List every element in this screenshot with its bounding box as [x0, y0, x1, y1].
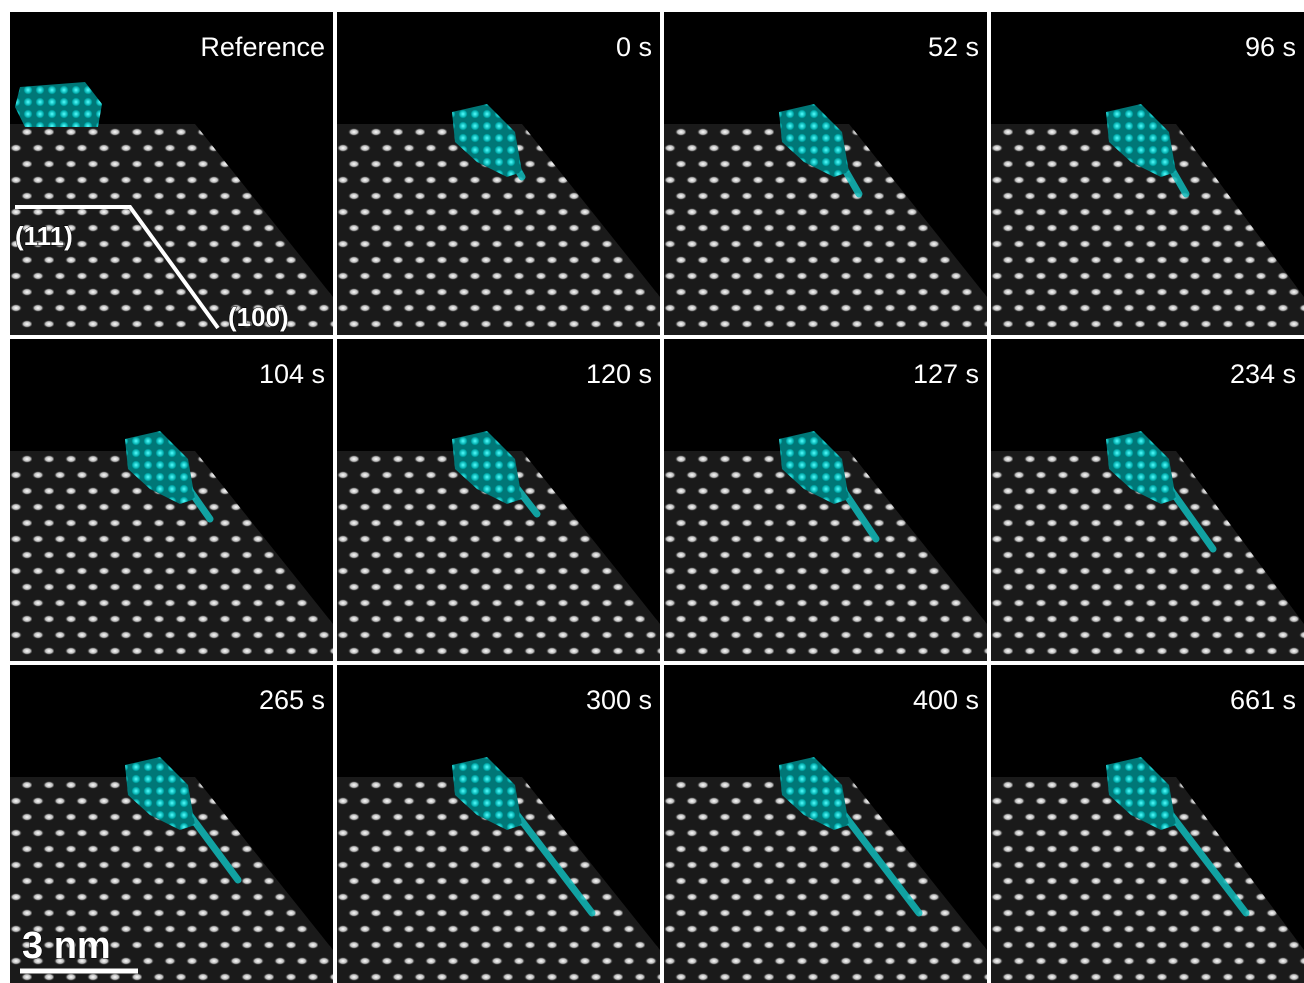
panel-image [10, 12, 333, 335]
facet-label: (100) [228, 302, 289, 332]
cluster [779, 757, 849, 830]
cluster [452, 757, 522, 830]
cluster [452, 104, 522, 177]
frame-label: Reference [200, 32, 325, 62]
frame-label: 300 s [586, 685, 652, 715]
panel: 127 s [664, 339, 987, 661]
panel: 234 s [991, 339, 1304, 661]
frame-label: 0 s [616, 32, 652, 62]
facet-line [15, 205, 220, 330]
frame-label: 52 s [928, 32, 979, 62]
panel: 661 s [991, 665, 1304, 983]
frame-label: 234 s [1230, 359, 1296, 389]
cluster [1106, 431, 1176, 504]
scale-bar-label: 3 nm [22, 925, 111, 967]
frame-label: 96 s [1245, 32, 1296, 62]
crystal-lattice [991, 124, 1304, 335]
frame-label: 661 s [1230, 685, 1296, 715]
crystal-lattice [664, 124, 987, 335]
panel-image [10, 339, 333, 661]
cluster [125, 431, 195, 504]
cluster [15, 82, 102, 127]
panel: 96 s [991, 12, 1304, 335]
panel: 0 s [337, 12, 660, 335]
cluster [779, 104, 849, 177]
crystal-lattice [991, 777, 1304, 983]
cluster [1106, 104, 1176, 177]
panel-image [664, 12, 987, 335]
panel-image [10, 665, 333, 983]
crystal-lattice [10, 451, 333, 661]
panel-image [337, 339, 660, 661]
crystal-lattice [337, 451, 660, 661]
panel-grid: Reference 0 s 52 s 96 s 104 s 120 s 127 s 234 s… [10, 12, 1304, 983]
panel: Reference [10, 12, 333, 335]
frame-label: 265 s [259, 685, 325, 715]
frame-label: 120 s [586, 359, 652, 389]
frame-label: 127 s [913, 359, 979, 389]
panel: 104 s [10, 339, 333, 661]
crystal-lattice [664, 777, 987, 983]
panel: 265 s [10, 665, 333, 983]
panel: 300 s [337, 665, 660, 983]
cluster [1106, 757, 1176, 830]
panel-image [991, 665, 1304, 983]
panel-image [337, 665, 660, 983]
crystal-lattice [10, 124, 333, 335]
crystal-lattice [337, 124, 660, 335]
panel: 120 s [337, 339, 660, 661]
crystal-lattice [664, 451, 987, 661]
crystal-lattice [10, 777, 333, 983]
panel: 52 s [664, 12, 987, 335]
panel: 400 s [664, 665, 987, 983]
crystal-lattice [337, 777, 660, 983]
panel-image [664, 665, 987, 983]
crystal-lattice [991, 451, 1304, 661]
frame-label: 104 s [259, 359, 325, 389]
panel-image [664, 339, 987, 661]
frame-label: 400 s [913, 685, 979, 715]
panel-image [337, 12, 660, 335]
cluster [779, 431, 849, 504]
cluster [452, 431, 522, 504]
cluster [125, 757, 195, 830]
panel-image [991, 12, 1304, 335]
facet-label: (111) [15, 221, 73, 251]
panel-image [991, 339, 1304, 661]
